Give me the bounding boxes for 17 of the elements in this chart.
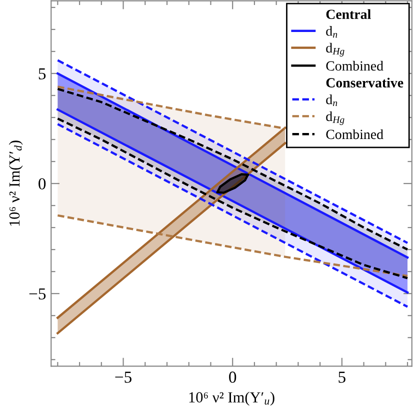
x-tick-label: −5 <box>115 372 132 383</box>
legend-label: Combined <box>326 60 384 71</box>
x-tick-label: 5 <box>338 372 346 383</box>
legend-label: Combined <box>326 129 384 140</box>
x-tick-label: 0 <box>229 372 236 383</box>
y-tick-label: −5 <box>29 288 46 300</box>
line-series <box>56 214 409 278</box>
legend-label: d$_{Hg}$ <box>326 42 344 56</box>
y-axis-title: 10⁶ ν² Im(Y′$_{d}$) <box>8 140 23 226</box>
legend-label: d$_{Hg}$ <box>326 111 344 125</box>
legend-label: d$_{n}$ <box>326 26 338 38</box>
annotation: Central <box>326 9 371 20</box>
legend-label: d$_{n}$ <box>326 94 338 106</box>
y-tick-label: 5 <box>38 68 46 80</box>
annotation: Conservative <box>326 78 404 88</box>
y-tick-label: 0 <box>38 178 46 190</box>
x-axis-title: 10⁶ ν² Im(Y′$_{u}$) <box>189 392 274 406</box>
